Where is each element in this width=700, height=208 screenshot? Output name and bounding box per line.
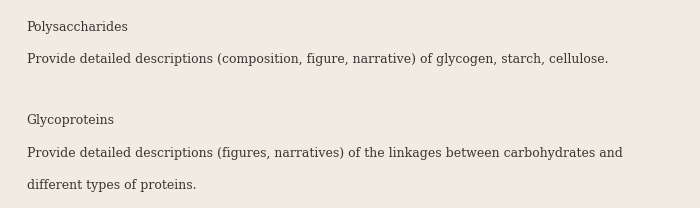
- Text: Provide detailed descriptions (composition, figure, narrative) of glycogen, star: Provide detailed descriptions (compositi…: [27, 53, 608, 66]
- Text: Provide detailed descriptions (figures, narratives) of the linkages between carb: Provide detailed descriptions (figures, …: [27, 147, 622, 160]
- Text: Polysaccharides: Polysaccharides: [27, 21, 129, 34]
- Text: Glycoproteins: Glycoproteins: [27, 114, 115, 127]
- Text: different types of proteins.: different types of proteins.: [27, 179, 196, 192]
